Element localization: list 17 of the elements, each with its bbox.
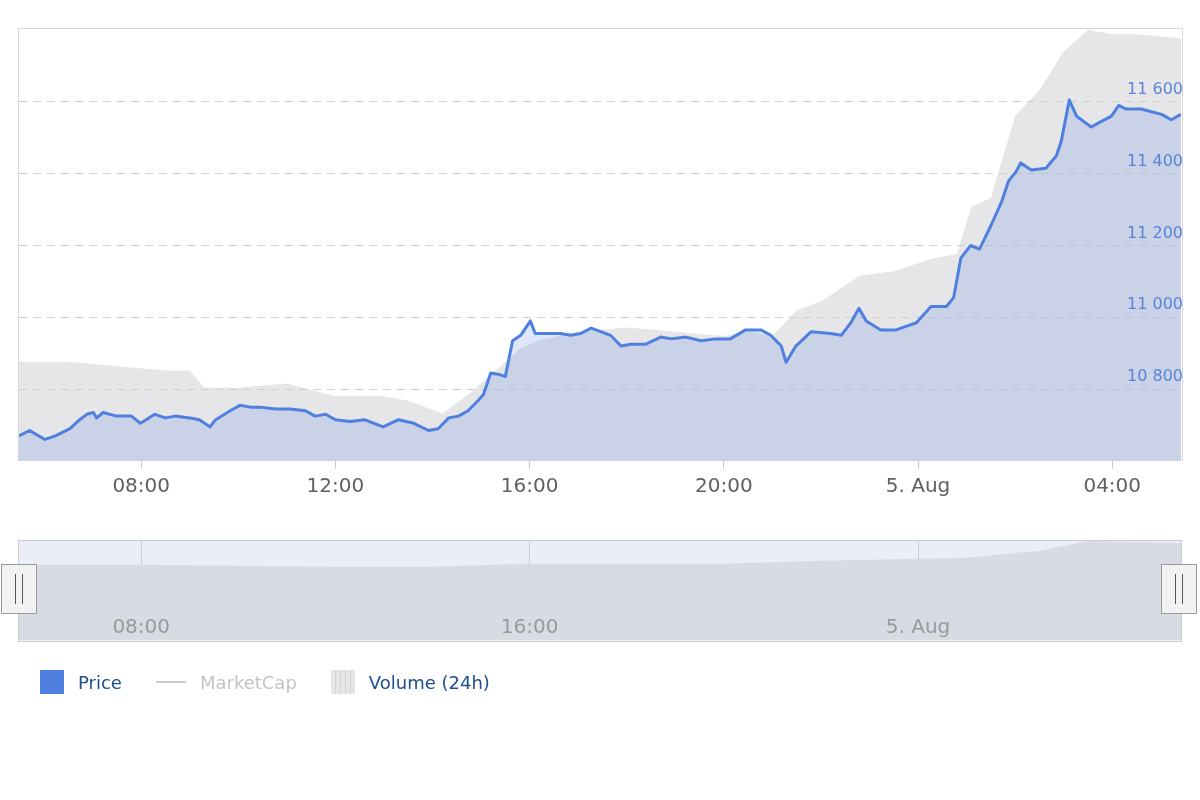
y-tick-label: 11 200 (1127, 222, 1183, 242)
x-tick-label: 20:00 (694, 473, 753, 498)
x-tick-label: 16:00 (500, 614, 559, 638)
x-tick-label: 5. Aug (885, 614, 951, 638)
legend-label: Price (78, 671, 122, 693)
x-tick-label: 5. Aug (885, 473, 951, 498)
x-tick-label: 08:00 (112, 473, 171, 498)
legend-label: MarketCap (199, 671, 297, 693)
x-tick-label: 04:00 (1083, 473, 1142, 498)
y-tick-label: 11 000 (1127, 294, 1183, 314)
y-tick-label: 10 800 (1127, 366, 1183, 386)
text: Volume (24h) (368, 671, 490, 693)
x-tick-label: 16:00 (500, 473, 559, 498)
y-tick-label: 11 400 (1127, 150, 1183, 170)
x-tick-label: 12:00 (306, 473, 365, 498)
x-tick-label: 08:00 (112, 614, 171, 638)
y-tick-label: 11 600 (1127, 78, 1183, 98)
